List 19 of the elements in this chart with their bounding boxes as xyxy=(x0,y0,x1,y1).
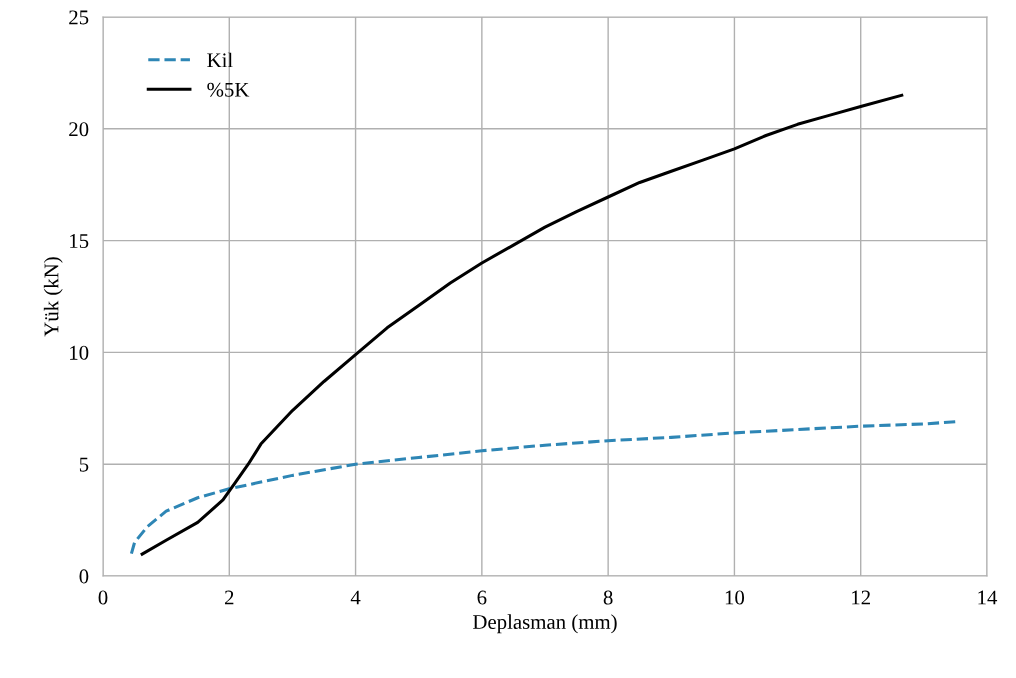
x-tick-label: 14 xyxy=(978,590,998,605)
y-axis-title: Yük (kN) xyxy=(43,257,63,337)
y-tick-label: 25 xyxy=(69,10,89,25)
x-tick-label: 0 xyxy=(98,590,108,605)
x-tick-label: 8 xyxy=(603,590,613,605)
legend-label: %5K xyxy=(207,82,250,97)
x-tick-label: 12 xyxy=(852,590,870,605)
y-tick-label: 5 xyxy=(79,457,89,472)
y-tick-label: 0 xyxy=(79,569,89,584)
x-tick-label: 6 xyxy=(477,590,487,605)
y-tick-label: 10 xyxy=(70,345,89,360)
x-axis-title: Deplasman (mm) xyxy=(472,614,617,634)
line-series xyxy=(129,420,957,556)
x-tick-label: 2 xyxy=(224,590,234,605)
x-tick-label: 4 xyxy=(350,590,361,605)
x-tick-label: 10 xyxy=(725,590,745,605)
y-tick-label: 15 xyxy=(70,234,89,249)
legend-label: Kil xyxy=(207,52,233,68)
y-tick-label: 20 xyxy=(69,122,89,137)
